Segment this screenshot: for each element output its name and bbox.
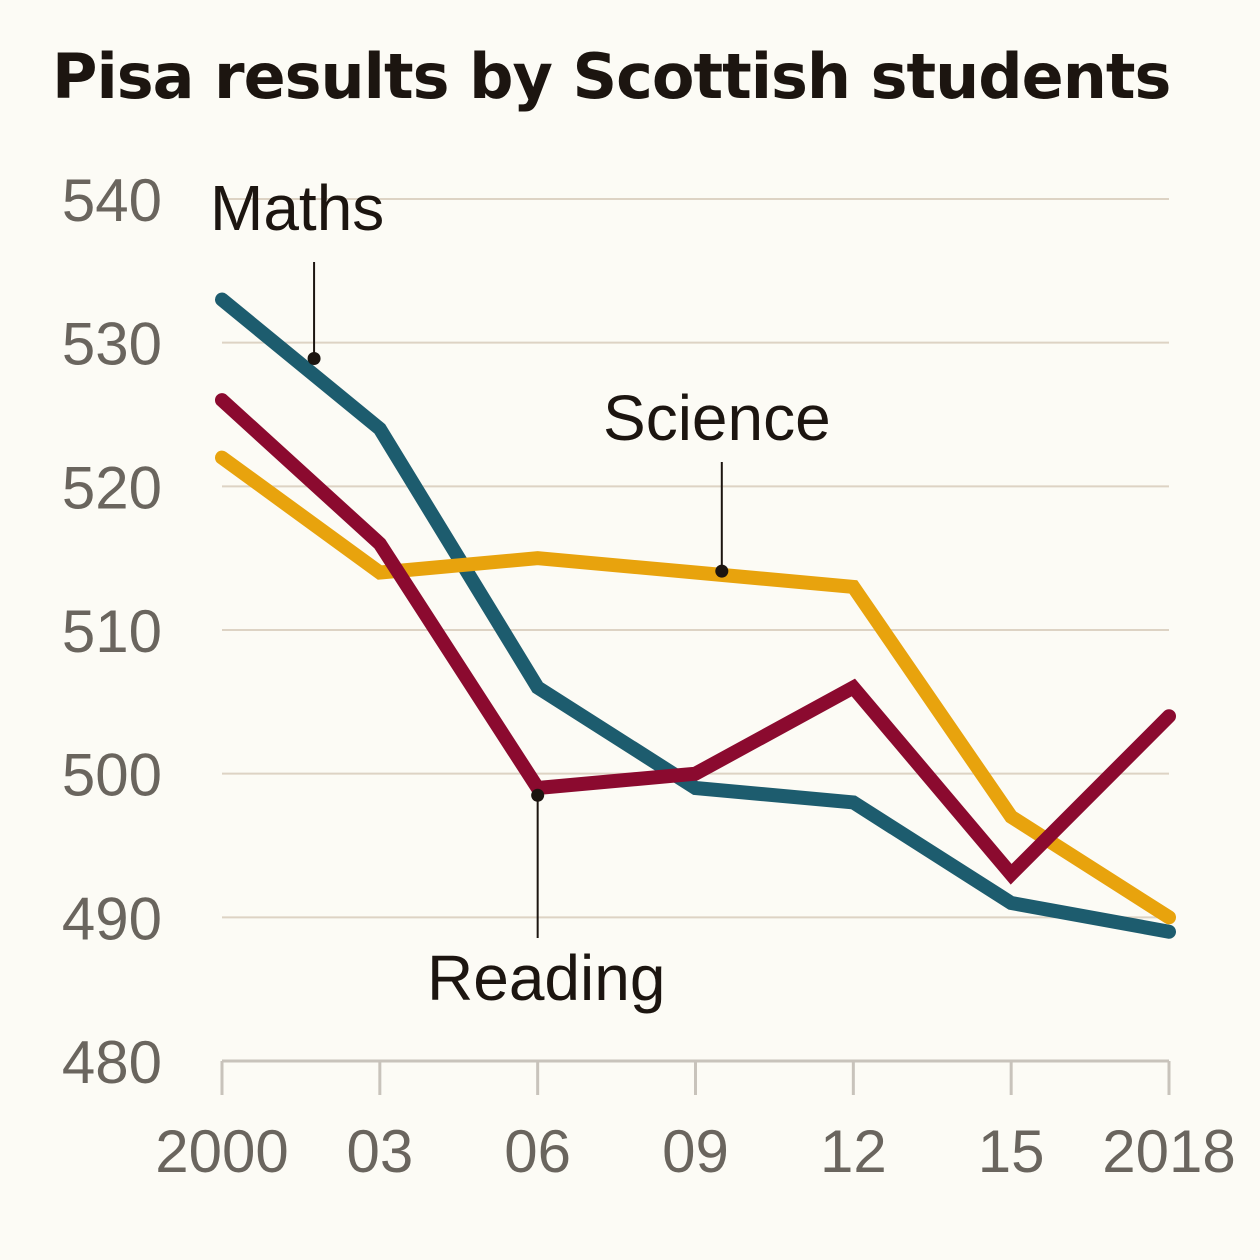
chart-title: Pisa results by Scottish students: [52, 40, 1171, 113]
x-tick-label: 12: [820, 1118, 887, 1185]
x-tick-label: 06: [504, 1118, 571, 1185]
series-label-maths: Maths: [210, 172, 384, 244]
y-tick-label: 480: [62, 1029, 162, 1096]
series-label-reading: Reading: [427, 942, 665, 1014]
x-tick-label: 03: [346, 1118, 413, 1185]
y-tick-label: 510: [62, 598, 162, 665]
annotation-dot: [307, 351, 321, 365]
y-tick-label: 500: [62, 742, 162, 809]
y-tick-label: 530: [62, 311, 162, 378]
series-line-reading: [215, 393, 1176, 885]
y-tick-label: 490: [62, 885, 162, 952]
y-tick-label: 520: [62, 454, 162, 521]
annotation-dot: [531, 788, 545, 802]
annotation-dot: [715, 564, 729, 578]
x-tick-label: 2018: [1102, 1118, 1235, 1185]
y-tick-label: 540: [62, 167, 162, 234]
x-tick-label: 15: [978, 1118, 1045, 1185]
series-label-science: Science: [603, 382, 831, 454]
x-tick-label: 09: [662, 1118, 729, 1185]
x-tick-label: 2000: [155, 1118, 288, 1185]
